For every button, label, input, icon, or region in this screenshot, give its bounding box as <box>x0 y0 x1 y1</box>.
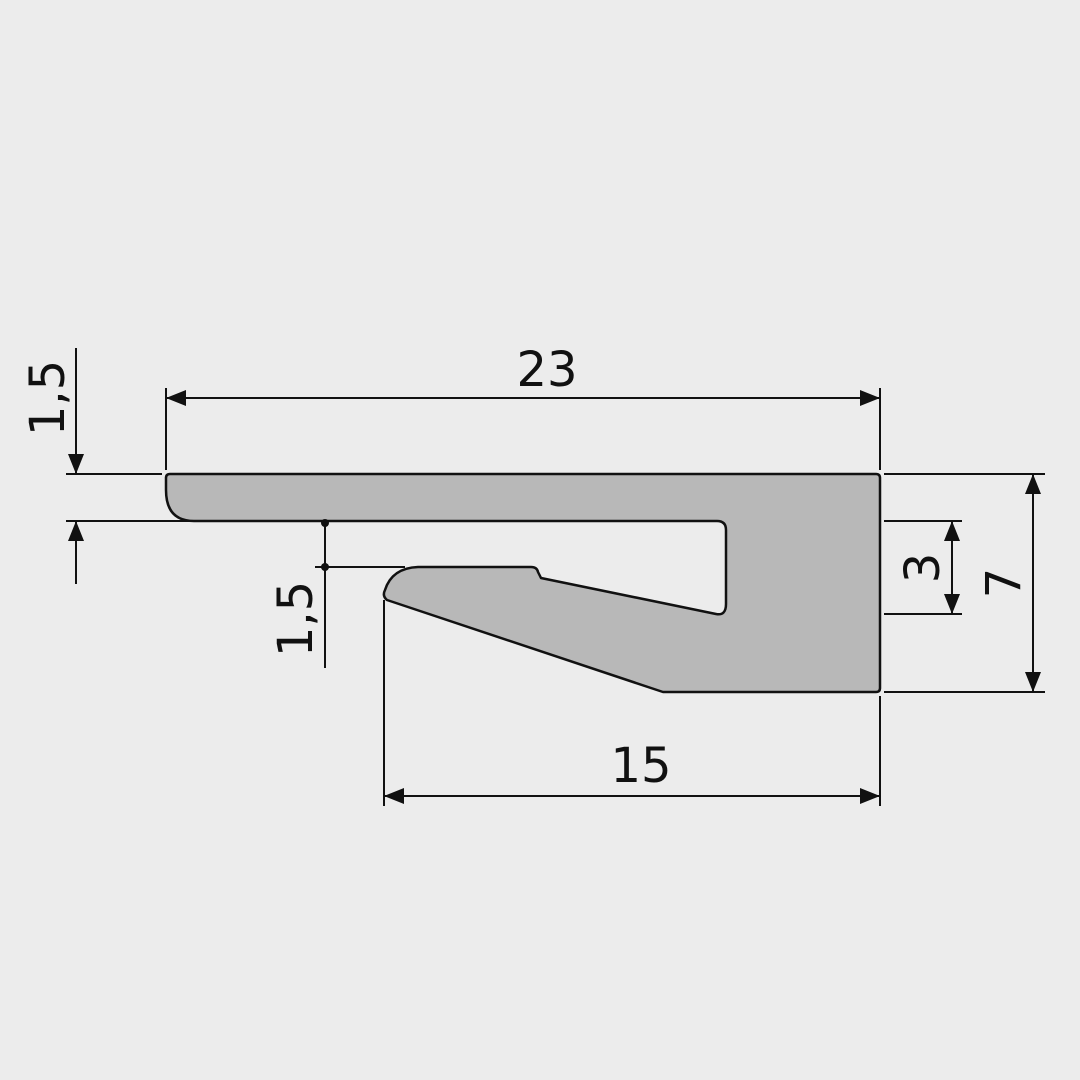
label-overall-width: 23 <box>516 342 577 398</box>
label-overall-height: 7 <box>976 568 1032 599</box>
dimension-overall-width: 23 <box>166 342 880 406</box>
profile-section <box>164 472 882 694</box>
dimension-slot-height: 3 <box>895 521 960 614</box>
dimension-overall-height: 7 <box>976 474 1041 692</box>
dimension-lip-thickness: 1,5 <box>268 519 329 668</box>
label-top-thickness: 1,5 <box>20 360 76 436</box>
label-base-width: 15 <box>610 738 671 794</box>
dimension-base-width: 15 <box>384 738 880 804</box>
extension-lines <box>66 388 1045 806</box>
dimension-top-thickness: 1,5 <box>20 348 84 584</box>
label-lip-thickness: 1,5 <box>268 581 324 657</box>
label-slot-height: 3 <box>895 553 951 584</box>
